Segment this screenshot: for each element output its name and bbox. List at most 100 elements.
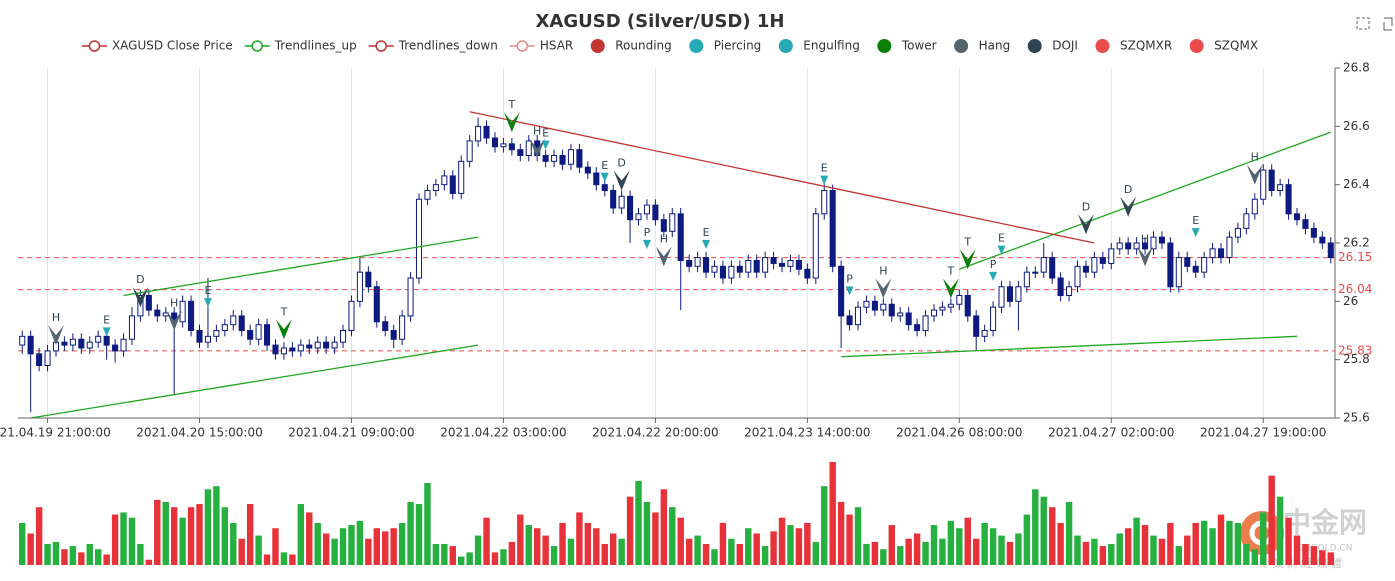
candle-body (601, 184, 608, 192)
zoom-icon[interactable] (1356, 17, 1370, 30)
volume-bar (795, 528, 803, 565)
x-tick-label: 2021.04.22 20:00:00 (592, 426, 718, 440)
volume-bar (1032, 489, 1039, 565)
candle-body (475, 125, 482, 142)
candle-body (19, 335, 26, 346)
volume-bar (103, 554, 110, 565)
candle-body (458, 160, 465, 194)
volume-bar (1217, 514, 1225, 565)
signal-marker (132, 287, 149, 308)
candle-body (314, 341, 321, 349)
candle-body (1108, 248, 1115, 264)
legend-icon (689, 39, 704, 53)
candle-body (1217, 248, 1225, 259)
volume-bar (86, 543, 93, 565)
signal-label: H (660, 232, 668, 245)
volume-bar (1150, 535, 1157, 565)
candle-body (120, 338, 127, 352)
signal-marker (702, 239, 711, 249)
volume-bar (559, 522, 566, 565)
volume-bar (1243, 543, 1250, 565)
candle-body (230, 315, 237, 326)
candle-body (753, 260, 760, 273)
volume-bar (609, 533, 617, 565)
signal-label: T (508, 98, 516, 111)
candle-body (669, 213, 676, 232)
candle-body (525, 140, 532, 157)
candle-body (1310, 227, 1317, 238)
candle-body (795, 260, 802, 270)
volume-bar (398, 522, 406, 565)
volume-bar (821, 486, 828, 565)
legend-item[interactable]: Trendlines_down (368, 39, 498, 53)
candle-body (1302, 219, 1309, 229)
legend-item[interactable]: Trendlines_up (244, 39, 357, 53)
legend-item[interactable]: HSAR (509, 39, 573, 53)
chart-title: XAGUSD (Silver/USD) 1H (536, 11, 785, 32)
volume-bar (804, 522, 811, 565)
y-tick-label: 26.4 (1343, 177, 1370, 191)
volume-bar (635, 480, 642, 565)
candle-body (356, 271, 363, 302)
candle-body (1133, 242, 1140, 250)
x-tick-label: 2021.04.19 21:00:00 (0, 426, 111, 440)
volume-bar (61, 549, 68, 565)
legend-item[interactable]: Engulfing (778, 39, 860, 54)
legend-item[interactable]: DOJI (1027, 39, 1078, 54)
legend-item[interactable]: SZQMX (1189, 39, 1258, 54)
volume-bar (871, 541, 879, 565)
legend-item[interactable]: Tower (877, 39, 937, 54)
volume-bar (728, 538, 735, 565)
signal-marker (203, 298, 212, 308)
legend-label: Trendlines_down (398, 39, 498, 53)
y-tick-label: 25.8 (1343, 352, 1370, 366)
legend-icon (251, 40, 263, 52)
volume-bar (669, 507, 676, 565)
legend-icon (1189, 39, 1204, 53)
volume-bar (685, 538, 693, 565)
candle-body (1150, 236, 1157, 250)
x-tick-label: 2021.04.21 09:00:00 (288, 426, 414, 440)
signal-label: T (280, 305, 288, 318)
candle-body (272, 344, 279, 355)
candle-body (179, 300, 186, 323)
candle-body (221, 324, 228, 331)
candle-body (1040, 257, 1047, 273)
candle-body (1226, 236, 1233, 259)
toolbox[interactable] (1356, 17, 1393, 31)
candle-body (711, 265, 718, 273)
volume-bar (947, 520, 955, 565)
volume-bar (584, 522, 592, 565)
candle-body (348, 300, 355, 332)
signal-marker (166, 310, 183, 331)
volume-bar (601, 543, 608, 565)
volume-bar (1158, 538, 1166, 565)
legend-item[interactable]: XAGUSD Close Price (81, 39, 233, 53)
volume-bar (652, 512, 659, 565)
volume-bar (972, 538, 980, 565)
signal-marker (613, 170, 630, 191)
candle-body (660, 219, 667, 232)
candle-body (914, 324, 921, 331)
candle-body (264, 324, 271, 346)
signal-label: H (170, 297, 178, 310)
signal-label: E (703, 226, 710, 239)
signal-label: T (947, 264, 955, 277)
volume-bar (1082, 541, 1090, 565)
volume-bar (1048, 507, 1056, 565)
candle-body (238, 315, 245, 331)
candle-body (1125, 242, 1132, 250)
candle-body (787, 260, 794, 267)
legend-item[interactable]: Piercing (689, 39, 761, 54)
volume-bar (137, 543, 144, 565)
volume-bar (1175, 546, 1183, 565)
legend-item[interactable]: Rounding (590, 39, 672, 54)
signal-marker (989, 271, 998, 281)
restore-icon[interactable] (1383, 17, 1393, 31)
candle-body (804, 268, 811, 279)
signal-label: E (821, 162, 828, 175)
legend-item[interactable]: SZQMXR (1095, 39, 1172, 54)
volume-bar (897, 546, 904, 565)
legend-item[interactable]: Hang (954, 39, 1010, 54)
signal-marker (642, 239, 651, 249)
